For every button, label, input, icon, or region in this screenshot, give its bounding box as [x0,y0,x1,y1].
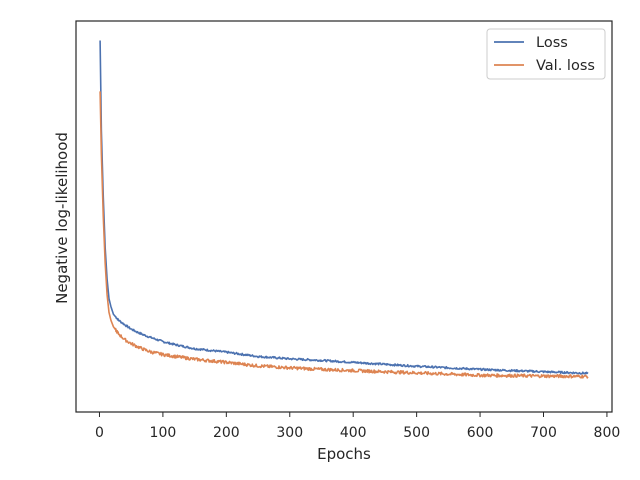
x-tick-label: 300 [276,425,303,441]
x-tick-label: 600 [467,425,494,441]
series-line-val-loss [99,91,589,379]
plot-frame [75,20,613,413]
legend-label: Val. loss [536,58,595,74]
x-tick-label: 100 [150,425,177,441]
legend: Loss Val. loss [486,28,606,80]
plot-lines [99,40,589,379]
x-axis-title: Epochs [317,445,371,463]
x-tick-label: 400 [340,425,367,441]
series-line-loss [99,40,589,375]
x-tick-label: 800 [594,425,621,441]
x-axis-ticks: 0 100 200 300 400 500 600 700 800 [95,412,620,441]
legend-label: Loss [536,35,568,51]
x-tick-label: 500 [403,425,430,441]
x-tick-label: 0 [95,425,104,441]
x-tick-label: 700 [530,425,557,441]
y-axis-title: Negative log-likelihood [53,132,71,304]
x-tick-label: 200 [213,425,240,441]
